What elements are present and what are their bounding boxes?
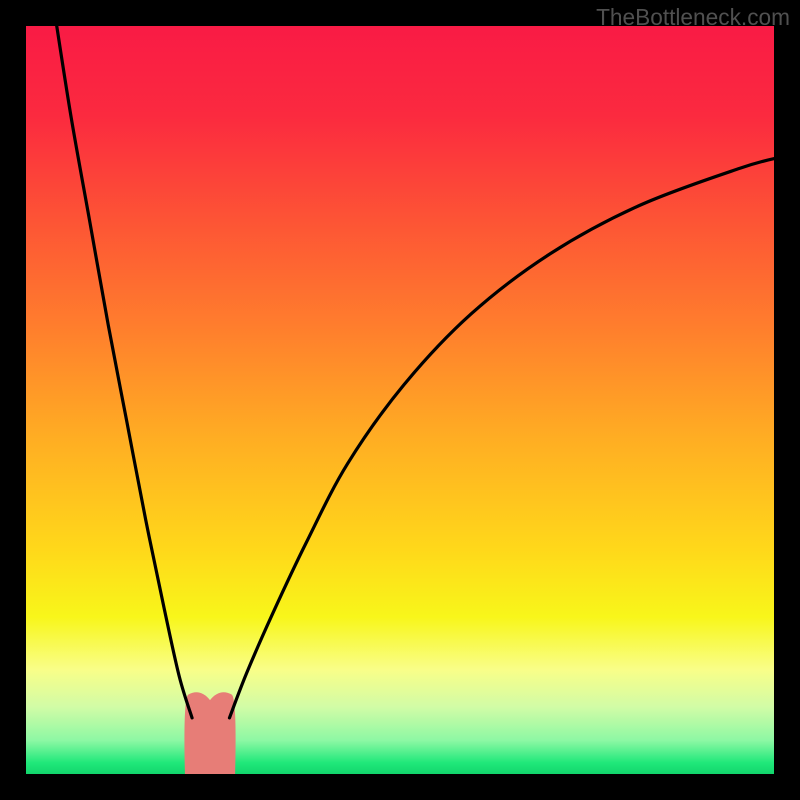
watermark-text: TheBottleneck.com — [596, 4, 790, 31]
plot-area — [26, 26, 774, 774]
gradient-background — [26, 26, 774, 774]
